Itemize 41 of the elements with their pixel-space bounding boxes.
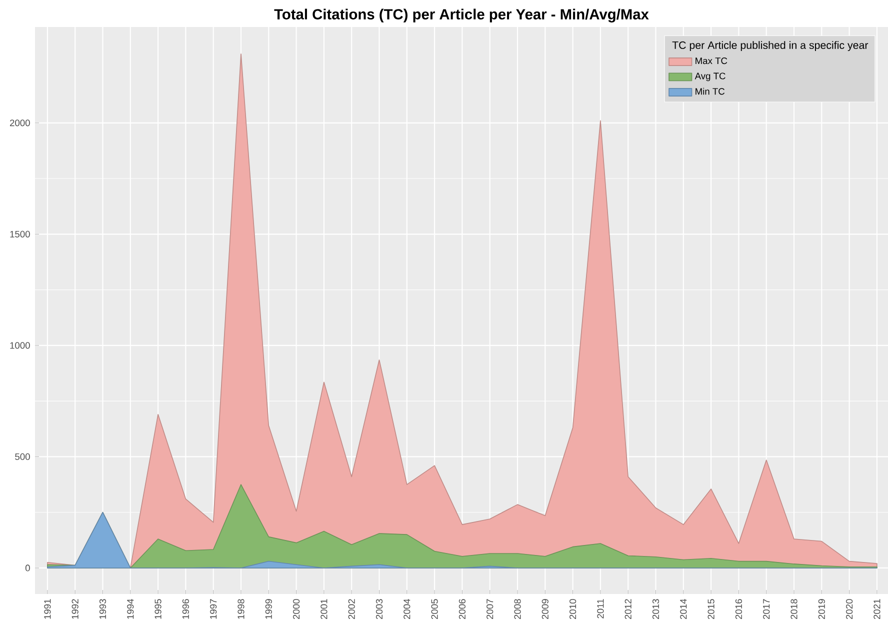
y-tick-label: 2000 xyxy=(10,120,30,126)
y-tick-label: 1500 xyxy=(10,230,30,238)
legend-label: Min TC xyxy=(696,88,725,95)
legend-title: TC per Article published in a specific year xyxy=(672,41,868,52)
x-tick-label: 2019 xyxy=(818,599,825,620)
x-tick-label: 1999 xyxy=(265,599,272,619)
x-tick-label: 2011 xyxy=(597,599,604,618)
x-tick-label: 1991 xyxy=(44,599,51,619)
x-tick-label: 2007 xyxy=(486,599,494,620)
x-tick-label: 2008 xyxy=(514,599,521,620)
legend-label: Max TC xyxy=(696,58,728,64)
x-tick-label: 2013 xyxy=(652,599,660,620)
x-tick-label: 2021 xyxy=(874,599,880,620)
x-tick-label: 2015 xyxy=(708,599,714,620)
y-tick-label: 0 xyxy=(25,564,30,572)
x-tick-label: 2012 xyxy=(624,599,632,620)
x-tick-label: 2010 xyxy=(570,599,576,620)
x-tick-label: 2006 xyxy=(458,599,466,620)
chart-title: Total Citations (TC) per Article per Year - Min/Avg/Max xyxy=(274,8,649,22)
x-tick-label: 1993 xyxy=(99,599,106,619)
x-tick-label: 2001 xyxy=(320,599,328,620)
x-tick-label: 2016 xyxy=(735,599,742,620)
x-tick-label: 1992 xyxy=(72,599,78,619)
x-tick-label: 2020 xyxy=(846,599,853,620)
x-tick-label: 1994 xyxy=(127,598,134,619)
x-tick-label: 1998 xyxy=(238,599,244,619)
x-tick-label: 2009 xyxy=(542,599,548,620)
x-tick-label: 1997 xyxy=(210,599,217,619)
y-tick-label: 500 xyxy=(15,453,30,460)
x-tick-label: 2017 xyxy=(763,599,770,620)
x-tick-label: 1996 xyxy=(182,599,189,619)
x-tick-label: 2003 xyxy=(376,599,383,620)
x-tick-label: 2005 xyxy=(431,599,438,620)
x-tick-label: 2000 xyxy=(293,599,300,620)
x-tick-label: 2018 xyxy=(790,599,798,620)
y-tick-label: 1000 xyxy=(10,342,30,349)
x-tick-label: 2004 xyxy=(404,598,410,620)
x-tick-label: 2002 xyxy=(348,599,355,620)
legend-label: Avg TC xyxy=(694,72,726,82)
x-tick-label: 2014 xyxy=(680,598,687,620)
x-tick-label: 1995 xyxy=(154,599,162,619)
